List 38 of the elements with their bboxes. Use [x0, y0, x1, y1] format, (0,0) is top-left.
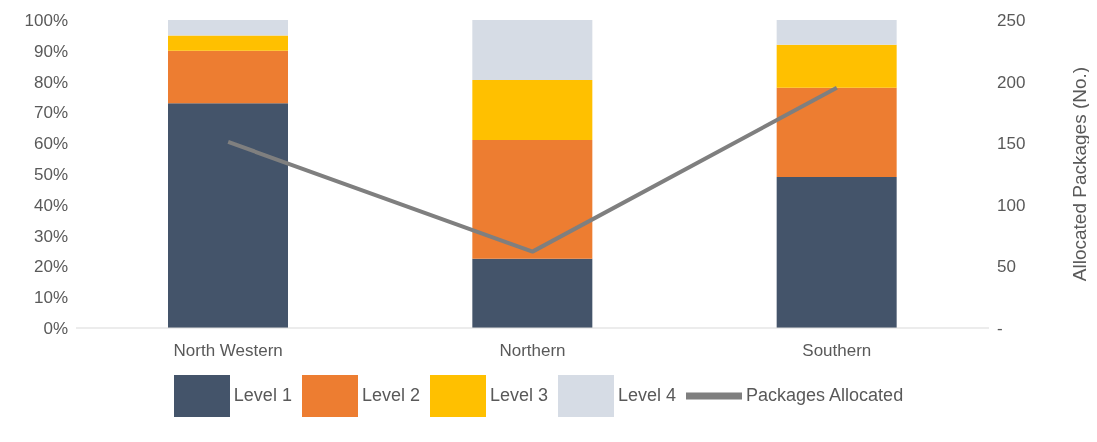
y2-tick-label: -: [997, 319, 1003, 339]
bar: [472, 80, 593, 141]
bar: [472, 20, 593, 81]
bar: [776, 44, 897, 88]
y-tick-label: 90%: [33, 41, 68, 61]
y-tick-label: 40%: [33, 195, 68, 215]
legend-label: Level 2: [361, 384, 420, 405]
y2-tick-label: 250: [997, 11, 1026, 31]
x-tick-label: Northern: [499, 341, 566, 361]
legend-label: Packages Allocated: [746, 384, 904, 405]
y2-tick-label: 150: [997, 134, 1026, 154]
y2-tick-label: 100: [997, 195, 1026, 215]
bar: [168, 35, 288, 51]
y-tick-label: 100%: [24, 11, 68, 31]
y-tick-label: 60%: [33, 134, 68, 154]
y-tick-label: 50%: [33, 165, 68, 185]
y-tick-label: 30%: [33, 226, 68, 246]
bar: [776, 87, 897, 178]
x-tick-label: Southern: [802, 341, 872, 361]
y-tick-label: 0%: [43, 319, 68, 339]
y-tick-label: 20%: [33, 257, 68, 277]
bar: [776, 177, 897, 328]
y-tick-label: 80%: [33, 72, 68, 92]
legend-label: Level 4: [617, 384, 677, 405]
y-tick-label: 10%: [33, 288, 68, 308]
bar: [472, 258, 593, 328]
bar: [168, 20, 288, 36]
y-tick-label: 70%: [33, 103, 68, 123]
legend-label: Level 1: [233, 384, 292, 405]
bar: [168, 50, 288, 104]
y2-axis-title: Allocated Packages (No.): [1068, 66, 1090, 282]
bar: [472, 140, 593, 259]
x-tick-label: North Western: [173, 341, 283, 361]
bar: [776, 20, 897, 45]
y2-tick-label: 200: [997, 72, 1026, 92]
y2-tick-label: 50: [997, 257, 1016, 277]
bar: [168, 103, 288, 328]
legend-label: Level 3: [489, 384, 548, 405]
